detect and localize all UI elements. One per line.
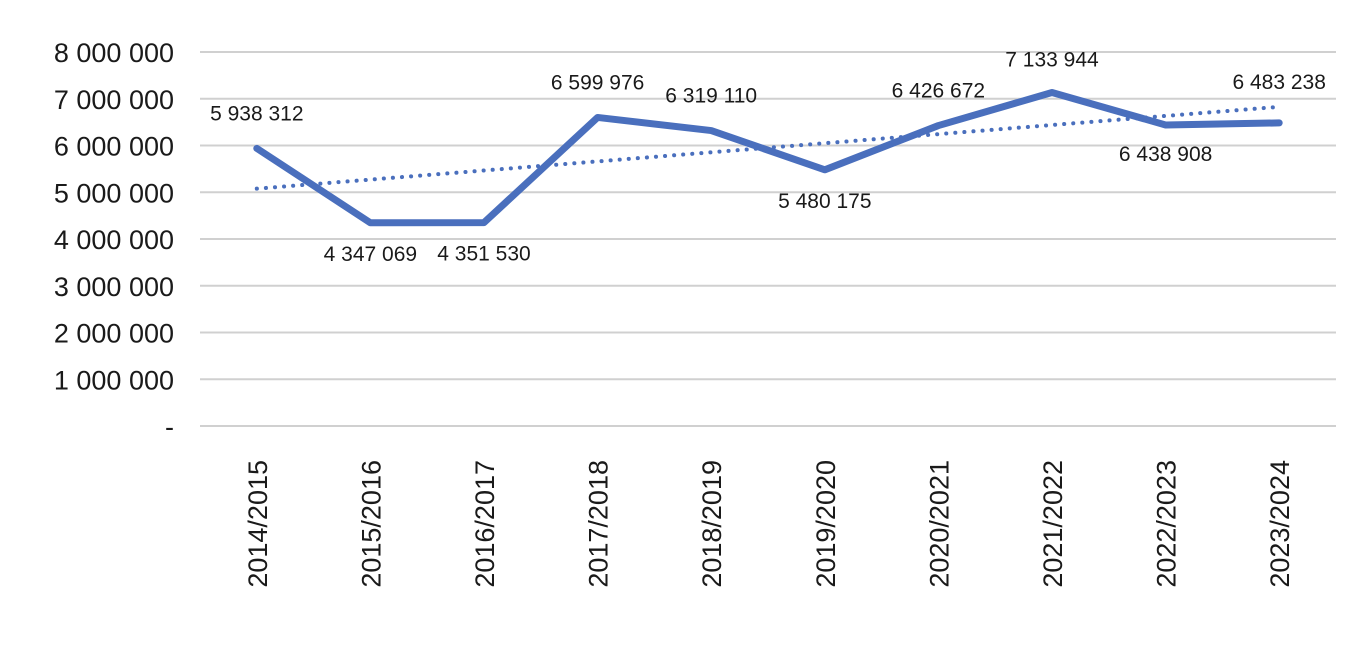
data-label: 6 483 238 [1232,71,1325,94]
x-tick-label: 2016/2017 [470,460,500,588]
y-tick-label: 7 000 000 [54,85,174,115]
x-tick-label: 2018/2019 [697,460,727,588]
y-axis-tick-labels: - 1 000 000 2 000 000 3 000 000 4 000 000 5 0… [54,38,174,442]
linear-trendline [254,104,1282,191]
data-label: 7 133 944 [1005,48,1099,71]
y-tick-label: 1 000 000 [54,365,174,395]
y-tick-label: - [165,412,174,442]
y-tick-label: 8 000 000 [54,38,174,68]
y-tick-label: 4 000 000 [54,225,174,255]
x-tick-label: 2021/2022 [1038,460,1068,588]
x-tick-label: 2023/2024 [1265,460,1295,588]
series-polyline [253,88,1283,227]
data-label: 5 480 175 [778,190,871,213]
y-tick-label: 6 000 000 [54,132,174,162]
data-label: 4 351 530 [437,243,530,266]
y-tick-label: 3 000 000 [54,272,174,302]
y-tick-label: 2 000 000 [54,319,174,349]
data-label: 6 599 976 [551,71,644,94]
x-tick-label: 2022/2023 [1152,460,1182,588]
x-tick-label: 2019/2020 [811,460,841,588]
y-tick-label: 5 000 000 [54,178,174,208]
data-labels: 5 938 312 4 347 069 4 351 530 6 599 976 6 31… [210,48,1326,265]
data-label: 6 426 672 [892,80,985,103]
x-tick-label: 2017/2018 [584,460,614,588]
trendline [254,104,1282,191]
data-label: 5 938 312 [210,102,303,125]
data-label: 6 319 110 [665,85,757,108]
data-label: 4 347 069 [324,243,417,266]
x-tick-label: 2015/2016 [356,460,386,588]
x-tick-label: 2014/2015 [243,460,273,588]
gridlines [200,51,1336,427]
series-line [253,88,1283,227]
x-axis-tick-labels: 2014/2015 2015/2016 2016/2017 2017/2018 2018… [243,460,1295,588]
data-label: 6 438 908 [1119,143,1212,166]
x-tick-label: 2020/2021 [924,460,954,588]
